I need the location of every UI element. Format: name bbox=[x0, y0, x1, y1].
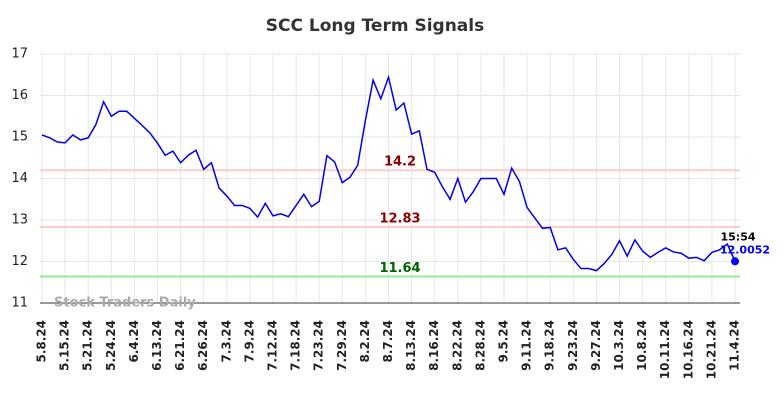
x-tick-label: 6.4.24 bbox=[127, 320, 141, 363]
x-tick-label: 10.16.24 bbox=[681, 320, 695, 379]
x-tick-label: 7.29.24 bbox=[335, 320, 349, 371]
x-tick-label: 9.18.24 bbox=[543, 320, 557, 371]
y-tick-label: 12 bbox=[11, 254, 28, 269]
x-tick-label: 7.18.24 bbox=[289, 320, 303, 371]
y-tick-label: 17 bbox=[11, 47, 28, 62]
chart-title: SCC Long Term Signals bbox=[266, 16, 484, 36]
x-tick-label: 9.27.24 bbox=[589, 320, 603, 371]
last-point bbox=[731, 257, 739, 266]
x-tick-label: 10.21.24 bbox=[704, 320, 718, 379]
x-tick-label: 11.4.24 bbox=[728, 320, 742, 371]
signal-label: 12.83 bbox=[379, 212, 420, 227]
x-tick-label: 5.21.24 bbox=[81, 320, 95, 371]
x-tick-label: 10.8.24 bbox=[635, 320, 649, 371]
x-tick-label: 8.13.24 bbox=[404, 320, 418, 371]
x-tick-label: 8.2.24 bbox=[358, 320, 372, 363]
x-tick-label: 10.11.24 bbox=[658, 320, 672, 379]
x-tick-label: 10.3.24 bbox=[612, 320, 626, 371]
y-tick-label: 11 bbox=[11, 296, 28, 311]
y-tick-label: 15 bbox=[11, 130, 28, 145]
x-tick-label: 5.24.24 bbox=[104, 320, 118, 371]
signal-label: 14.2 bbox=[384, 155, 416, 170]
x-tick-label: 9.11.24 bbox=[520, 320, 534, 371]
watermark: Stock Traders Daily bbox=[54, 296, 196, 311]
x-tick-label: 8.16.24 bbox=[427, 320, 441, 371]
x-tick-label: 7.12.24 bbox=[266, 320, 280, 371]
x-tick-label: 7.23.24 bbox=[312, 320, 326, 371]
last-time: 15:54 bbox=[720, 230, 755, 243]
x-tick-label: 8.22.24 bbox=[450, 320, 464, 371]
x-tick-label: 6.26.24 bbox=[196, 320, 210, 371]
last-value: 12.0052 bbox=[720, 243, 770, 256]
x-tick-label: 9.23.24 bbox=[566, 320, 580, 371]
x-tick-label: 7.9.24 bbox=[242, 320, 256, 363]
signal-label: 11.64 bbox=[379, 261, 420, 276]
y-tick-label: 14 bbox=[11, 171, 28, 186]
y-tick-label: 16 bbox=[11, 88, 28, 103]
x-tick-label: 7.3.24 bbox=[219, 320, 233, 363]
x-tick-label: 6.13.24 bbox=[150, 320, 164, 371]
x-tick-label: 9.5.24 bbox=[497, 320, 511, 363]
y-tick-label: 13 bbox=[11, 213, 28, 228]
x-tick-label: 8.28.24 bbox=[473, 320, 487, 371]
x-tick-label: 6.21.24 bbox=[173, 320, 187, 371]
x-tick-label: 5.15.24 bbox=[58, 320, 72, 371]
x-tick-label: 8.7.24 bbox=[381, 320, 395, 363]
x-tick-label: 5.8.24 bbox=[35, 320, 49, 363]
price-line bbox=[41, 74, 736, 272]
